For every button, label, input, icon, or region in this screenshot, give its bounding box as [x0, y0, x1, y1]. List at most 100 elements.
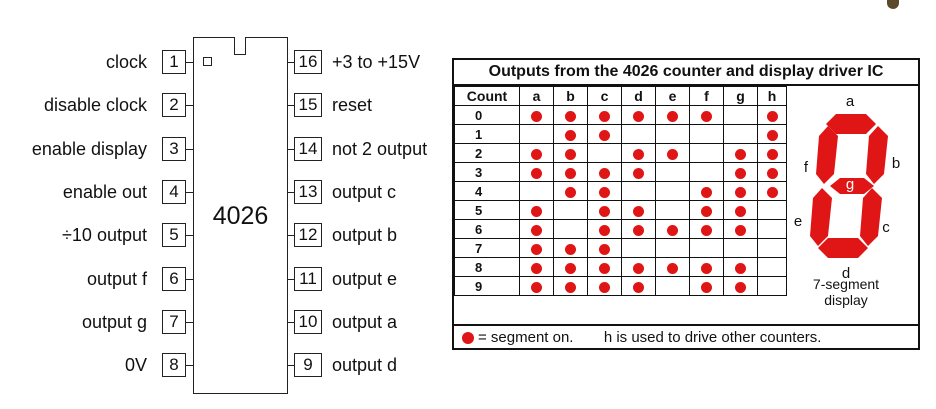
segment-cell	[723, 162, 758, 182]
segment-on-dot	[633, 224, 644, 236]
segment-cell	[587, 105, 622, 125]
segment-cell	[757, 181, 787, 201]
segment-on-dot	[735, 148, 746, 160]
segment-on-dot	[531, 110, 542, 122]
segment-cell	[655, 219, 690, 239]
segment-cell	[519, 276, 554, 296]
segment-c	[860, 188, 882, 246]
segment-cell	[621, 276, 656, 296]
display-caption: 7-segment display	[776, 276, 916, 308]
segment-cell	[519, 143, 554, 163]
segment-cell	[655, 276, 690, 296]
table-row: 2	[454, 143, 787, 163]
right-pin-label: output b	[332, 225, 398, 246]
segment-cell	[621, 200, 656, 220]
column-header-segment: f	[689, 86, 724, 106]
segment-cell	[723, 143, 758, 163]
segment-cell	[689, 238, 724, 258]
segment-on-dot	[701, 281, 712, 293]
right-pin-lead	[288, 365, 294, 367]
segment-cell	[519, 124, 554, 144]
segment-on-dot	[565, 148, 576, 160]
ic-pinout-diagram: 4026 clock 1 disable clock 2 enable display 3…	[0, 0, 445, 409]
segment-on-dot	[633, 205, 644, 217]
segment-cell	[621, 219, 656, 239]
segment-cell	[621, 162, 656, 182]
segment-on-dot	[633, 148, 644, 160]
left-pin-number: 4	[162, 179, 186, 204]
table-row: 3	[454, 162, 787, 182]
segment-on-dot	[735, 186, 746, 198]
segment-f	[816, 126, 838, 184]
footer-note: h is used to drive other counters.	[603, 329, 822, 346]
segment-cell	[655, 200, 690, 220]
segment-on-dot	[531, 243, 542, 255]
table-row: 9	[454, 276, 787, 296]
segment-on-dot	[599, 205, 610, 217]
left-pin-number: 7	[162, 309, 186, 334]
footer-key: = segment on.	[478, 329, 574, 346]
right-pin-lead	[288, 321, 294, 323]
segment-on-dot	[701, 205, 712, 217]
right-pin-number: 10	[294, 309, 322, 334]
ic-body	[193, 37, 288, 394]
segment-cell	[757, 143, 787, 163]
segment-cell	[587, 200, 622, 220]
segment-cell	[587, 162, 622, 182]
segment-cell	[553, 105, 588, 125]
segment-on-dot	[531, 281, 542, 293]
segment-on-dot	[599, 281, 610, 293]
segment-e	[810, 188, 832, 246]
display-caption-line2: display	[824, 292, 868, 308]
segment-cell	[689, 124, 724, 144]
segment-cell	[723, 124, 758, 144]
segment-on-dot	[667, 224, 678, 236]
left-pin-number: 2	[162, 93, 186, 118]
count-cell: 6	[454, 219, 520, 239]
table-row: 5	[454, 200, 787, 220]
segment-on-dot	[565, 262, 576, 274]
right-pin-number: 15	[294, 93, 322, 118]
segment-cell	[553, 143, 588, 163]
segment-on-dot	[766, 167, 778, 179]
segment-on-dot	[701, 262, 712, 274]
right-pin-label: output c	[332, 181, 397, 202]
right-pin-label: not 2 output	[332, 138, 428, 159]
segment-on-dot	[599, 167, 610, 179]
count-cell: 7	[454, 238, 520, 258]
display-caption-line1: 7-segment	[812, 276, 880, 292]
segment-on-dot	[735, 205, 746, 217]
segment-cell	[689, 200, 724, 220]
segment-on-dot	[633, 281, 644, 293]
table-row: 7	[454, 238, 787, 258]
segment-on-dot	[766, 148, 778, 160]
right-pin-label: output d	[332, 355, 398, 376]
right-pin-label: output e	[332, 268, 398, 289]
segment-on-dot	[599, 224, 610, 236]
count-cell: 4	[454, 181, 520, 201]
segment-label-b: b	[892, 155, 900, 172]
segment-cell	[655, 181, 690, 201]
segment-cell	[587, 276, 622, 296]
left-pin-lead	[186, 191, 193, 193]
segment-cell	[587, 124, 622, 144]
left-pin-label: output f	[86, 268, 147, 289]
segment-on-dot	[531, 148, 542, 160]
segment-cell	[553, 162, 588, 182]
left-pin-label: disable clock	[43, 95, 147, 116]
segment-on-dot	[766, 110, 778, 122]
segment-on-dot-icon	[462, 332, 474, 344]
table-title: Outputs from the 4026 counter and displa…	[454, 60, 918, 86]
segment-cell	[553, 219, 588, 239]
segment-label-e: e	[794, 213, 802, 230]
segment-cell	[519, 257, 554, 277]
table-row: 0	[454, 105, 787, 125]
segment-cell	[723, 257, 758, 277]
count-cell: 2	[454, 143, 520, 163]
segment-cell	[723, 238, 758, 258]
segment-cell	[655, 257, 690, 277]
segment-cell	[621, 238, 656, 258]
left-pin-number: 3	[162, 136, 186, 161]
